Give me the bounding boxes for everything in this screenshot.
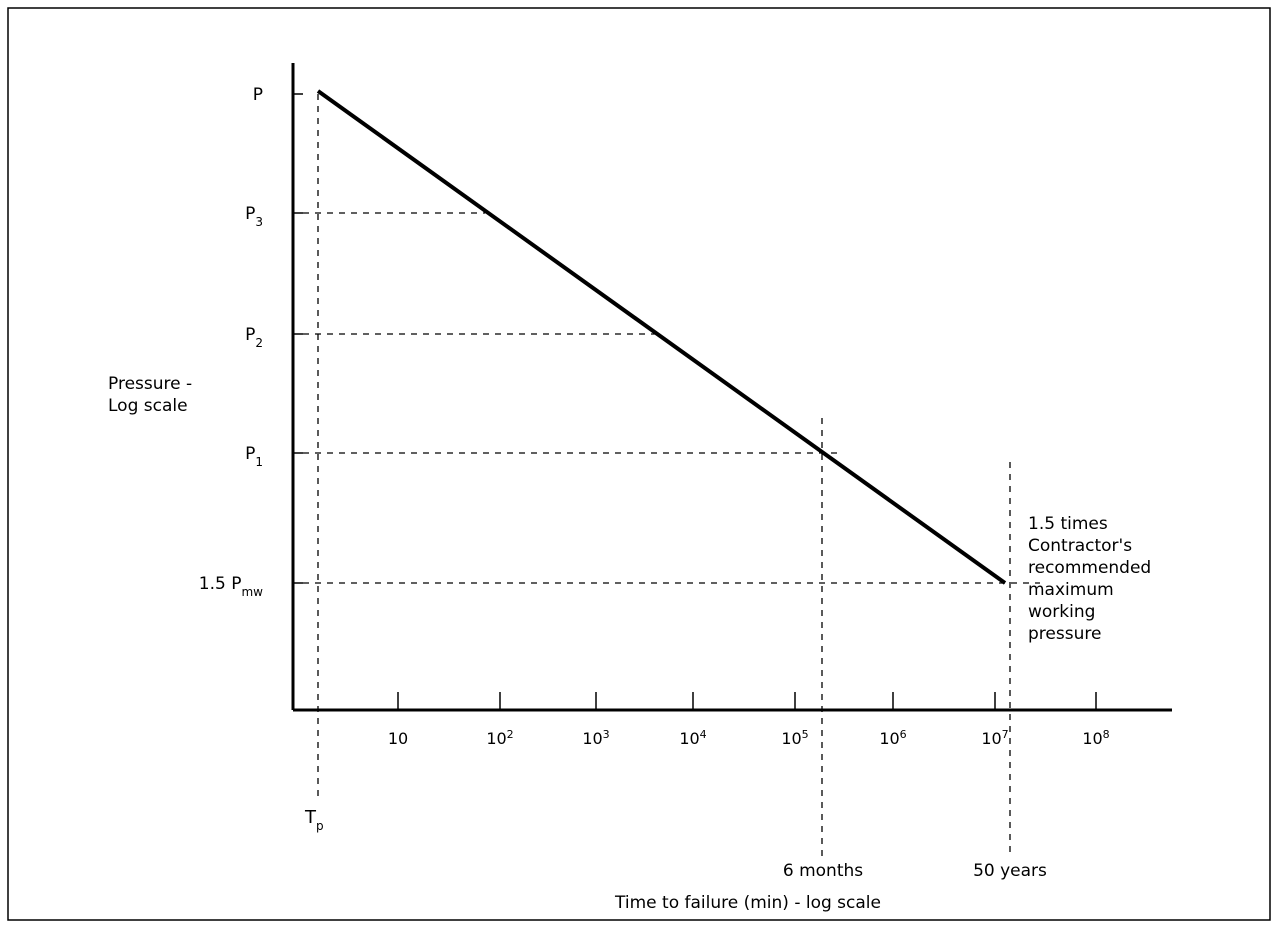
y-axis-title: Pressure - [108, 374, 192, 394]
annotation-text: working [1028, 602, 1095, 622]
x-tick-label: 103 [582, 728, 609, 749]
marker-label: 6 months [783, 861, 863, 881]
x-tick-label: 104 [679, 728, 706, 749]
x-tick-label: 102 [486, 728, 513, 749]
y-tick-label: P3 [245, 204, 263, 229]
y-axis-title: Log scale [108, 396, 188, 416]
y-tick-label: P [253, 85, 263, 105]
x-tick-label: 106 [879, 728, 906, 749]
annotation-text: maximum [1028, 580, 1114, 600]
y-tick-label: 1.5 Pmw [199, 574, 263, 599]
series-line [316, 89, 1007, 585]
x-tick-label: 107 [981, 728, 1008, 749]
x-tick-label: 105 [781, 728, 808, 749]
x-tick-label: 108 [1082, 728, 1109, 749]
annotation-text: pressure [1028, 624, 1101, 644]
y-tick-label: P1 [245, 444, 263, 469]
figure-border [7, 7, 1271, 921]
x-tick-label: 10 [388, 729, 408, 748]
y-tick-label: P2 [245, 325, 263, 350]
x-axis-title: Time to failure (min) - log scale [614, 893, 881, 913]
marker-label: 50 years [973, 861, 1047, 881]
annotation-text: 1.5 times [1028, 514, 1108, 534]
annotation-text: Contractor's [1028, 536, 1132, 556]
annotation-text: recommended [1028, 558, 1151, 578]
marker-label: Tp [304, 807, 324, 833]
